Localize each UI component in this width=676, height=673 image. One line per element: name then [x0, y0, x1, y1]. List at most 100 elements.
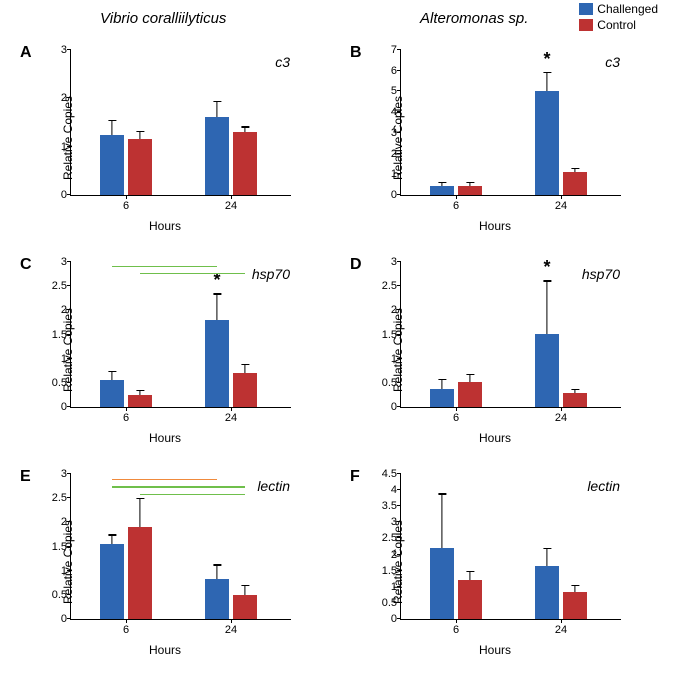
y-tick-label: 3: [61, 44, 71, 56]
x-tick-label: 24: [555, 200, 567, 212]
error-bar: [111, 371, 112, 381]
error-bar: [139, 498, 140, 527]
error-bar: [441, 379, 442, 389]
x-axis-label: Hours: [149, 643, 181, 657]
y-tick-label: 0: [391, 613, 401, 625]
bar-control: [458, 186, 482, 195]
x-tick-label: 6: [453, 200, 459, 212]
y-tick-label: 0: [391, 401, 401, 413]
panel-F: FlectinRelative CopiesHours00.511.522.53…: [350, 464, 640, 659]
y-tick-label: 1: [391, 581, 401, 593]
error-bar: [441, 493, 442, 548]
y-tick-label: 1.5: [382, 565, 401, 577]
y-tick-label: 0: [61, 401, 71, 413]
x-tick-mark: [231, 407, 232, 411]
y-tick-label: 1: [61, 141, 71, 153]
bar-control: [563, 172, 587, 195]
legend-label-control: Control: [597, 18, 636, 32]
y-tick-label: 2: [391, 549, 401, 561]
error-bar: [244, 126, 245, 132]
bar-challenged: [205, 579, 229, 619]
chart-area: 01234567624*: [400, 50, 621, 196]
bar-control: [233, 132, 257, 195]
bar-challenged: [205, 320, 229, 407]
x-tick-mark: [561, 407, 562, 411]
y-tick-label: 7: [391, 44, 401, 56]
column-title-right: Alteromonas sp.: [420, 10, 528, 27]
significance-star: *: [543, 49, 550, 70]
significance-line: [140, 273, 245, 274]
x-tick-mark: [561, 619, 562, 623]
x-axis-label: Hours: [479, 431, 511, 445]
error-bar: [244, 364, 245, 374]
error-bar: [139, 390, 140, 395]
bar-challenged: [430, 389, 454, 407]
panel-C: Chsp70Relative CopiesHours00.511.522.536…: [20, 252, 310, 447]
y-tick-label: 0.5: [52, 377, 71, 389]
legend-swatch-challenged: [579, 3, 593, 15]
error-bar: [546, 548, 547, 566]
x-axis-label: Hours: [149, 219, 181, 233]
legend-swatch-control: [579, 19, 593, 31]
bar-challenged: [430, 548, 454, 619]
x-tick-mark: [126, 195, 127, 199]
x-tick-mark: [126, 619, 127, 623]
bar-challenged: [205, 117, 229, 195]
x-tick-label: 24: [555, 412, 567, 424]
y-tick-label: 6: [391, 65, 401, 77]
y-tick-label: 1: [391, 353, 401, 365]
x-axis-label: Hours: [149, 431, 181, 445]
y-tick-label: 4: [391, 484, 401, 496]
y-tick-label: 2.5: [52, 280, 71, 292]
bar-control: [563, 393, 587, 407]
y-tick-label: 3: [391, 127, 401, 139]
panel-D: Dhsp70Relative CopiesHours00.511.522.536…: [350, 252, 640, 447]
y-tick-label: 1.5: [52, 329, 71, 341]
x-tick-label: 6: [123, 624, 129, 636]
legend: Challenged Control: [579, 2, 658, 34]
panel-label: B: [350, 44, 362, 62]
chart-area: 00.511.522.53624: [70, 474, 291, 620]
x-tick-mark: [231, 619, 232, 623]
y-tick-label: 1: [391, 168, 401, 180]
bar-control: [458, 580, 482, 619]
column-title-left: Vibrio coralliilyticus: [100, 10, 226, 27]
y-tick-label: 4: [391, 106, 401, 118]
error-bar: [244, 585, 245, 595]
x-tick-label: 24: [225, 200, 237, 212]
bar-control: [563, 592, 587, 619]
panel-label: A: [20, 44, 32, 62]
legend-item-control: Control: [579, 18, 658, 32]
y-tick-label: 3: [391, 516, 401, 528]
bar-control: [233, 595, 257, 619]
y-tick-label: 1: [61, 353, 71, 365]
x-tick-label: 24: [555, 624, 567, 636]
significance-line: [112, 479, 217, 480]
error-bar: [111, 534, 112, 544]
y-tick-label: 4.5: [382, 468, 401, 480]
y-tick-label: 3.5: [382, 500, 401, 512]
error-bar: [574, 168, 575, 172]
y-tick-label: 2: [391, 148, 401, 160]
error-bar: [546, 280, 547, 333]
legend-item-challenged: Challenged: [579, 2, 658, 16]
y-tick-label: 2: [61, 92, 71, 104]
bar-control: [458, 382, 482, 407]
chart-area: 00.511.522.53624*: [400, 262, 621, 408]
y-tick-label: 2.5: [382, 280, 401, 292]
y-tick-label: 3: [61, 468, 71, 480]
panel-B: Bc3Relative CopiesHours01234567624*: [350, 40, 640, 235]
bar-challenged: [430, 186, 454, 195]
panel-label: D: [350, 256, 362, 274]
y-tick-label: 0.5: [382, 597, 401, 609]
chart-area: 00.511.522.53624*: [70, 262, 291, 408]
x-tick-label: 24: [225, 412, 237, 424]
panel-A: Ac3Relative CopiesHours0123624: [20, 40, 310, 235]
panel-label: E: [20, 468, 31, 486]
y-tick-label: 3: [61, 256, 71, 268]
y-tick-label: 1.5: [52, 541, 71, 553]
panel-E: ElectinRelative CopiesHours00.511.522.53…: [20, 464, 310, 659]
chart-area: 0123624: [70, 50, 291, 196]
bar-challenged: [535, 566, 559, 619]
panel-label: C: [20, 256, 32, 274]
